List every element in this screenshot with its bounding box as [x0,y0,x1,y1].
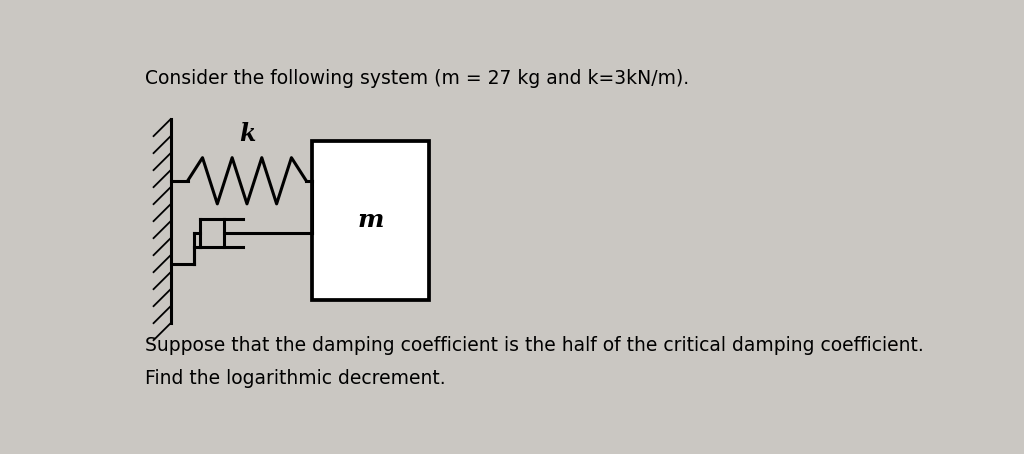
Text: k: k [239,122,255,146]
Text: Suppose that the damping coefficient is the half of the critical damping coeffic: Suppose that the damping coefficient is … [145,336,924,355]
Text: Consider the following system (m = 27 kg and k=3kN/m).: Consider the following system (m = 27 kg… [145,69,689,88]
Text: Find the logarithmic decrement.: Find the logarithmic decrement. [145,369,445,388]
Text: m: m [357,208,384,232]
Bar [312,141,429,300]
